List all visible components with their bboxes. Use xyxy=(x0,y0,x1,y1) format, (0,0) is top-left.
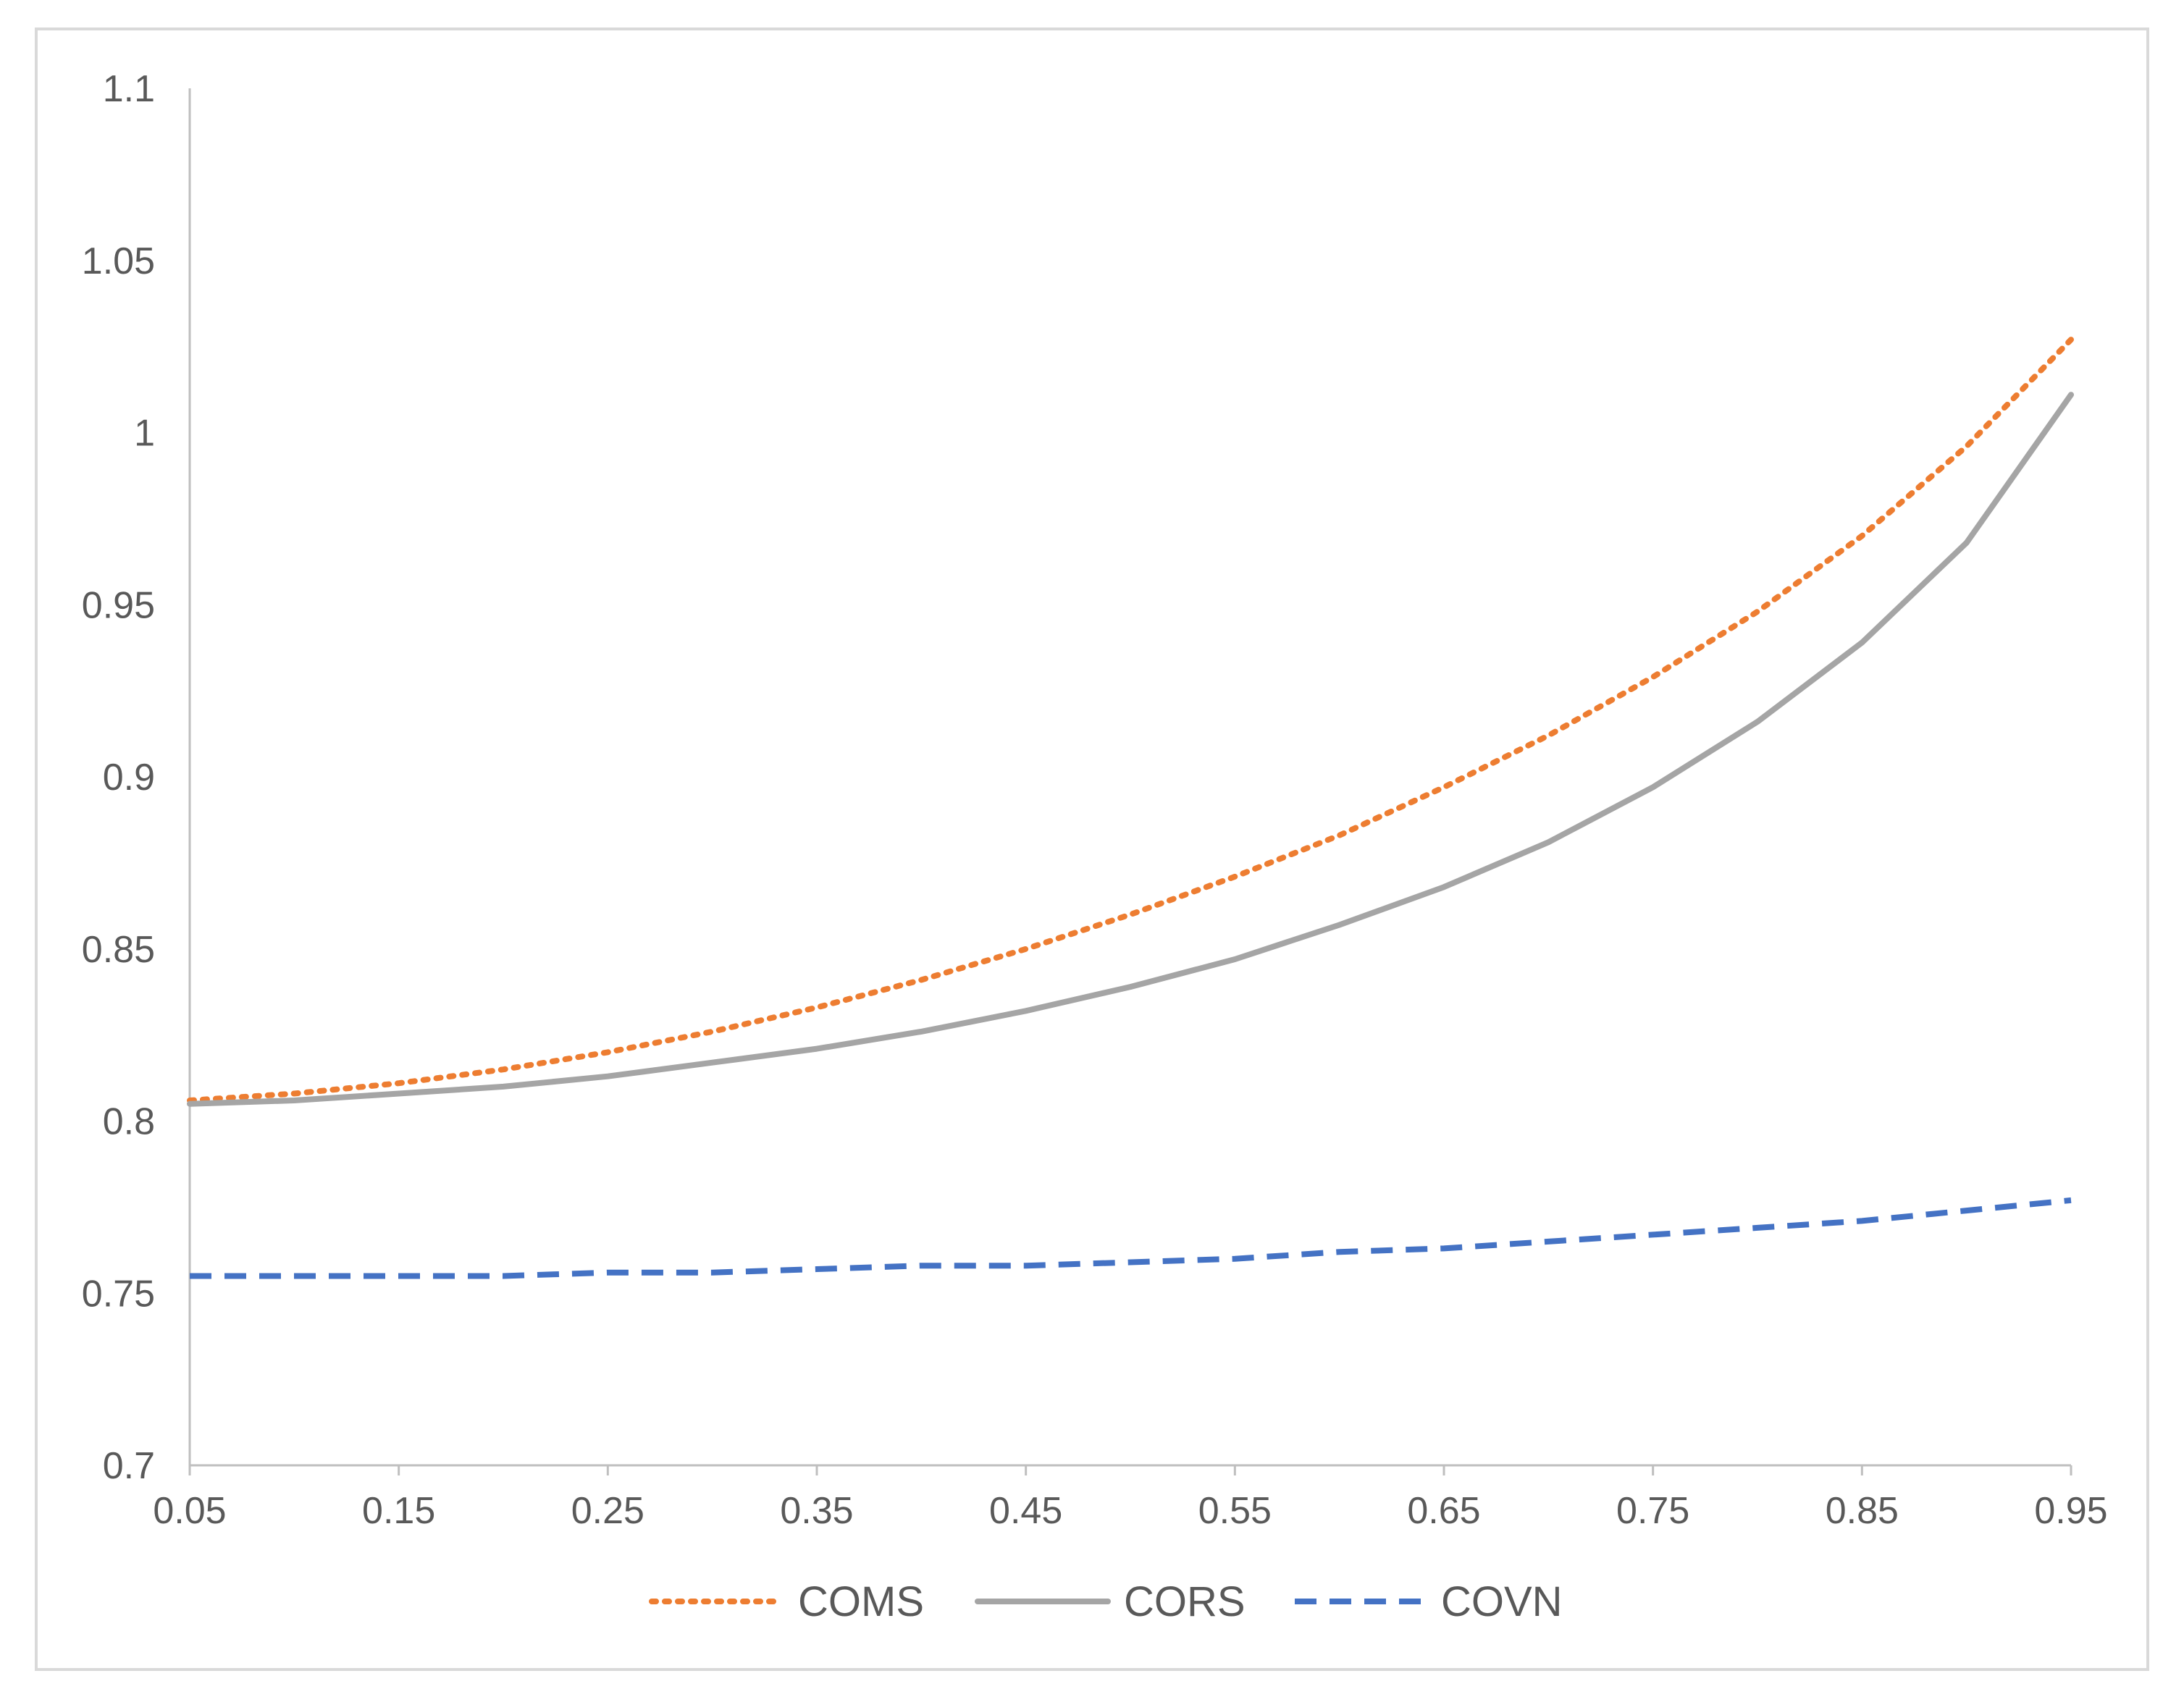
legend-label-covn: COVN xyxy=(1441,1578,1563,1625)
x-tick-label: 0.45 xyxy=(989,1490,1062,1532)
x-tick-label: 0.85 xyxy=(1826,1490,1899,1532)
x-tick-label: 0.65 xyxy=(1407,1490,1480,1532)
axes xyxy=(188,88,2071,1467)
y-tick-label: 0.75 xyxy=(82,1273,155,1315)
chart-area: 0.7 0.75 0.8 0.85 0.9 0.95 1 1.05 1.1 0.05 0.15 0.… xyxy=(35,28,2149,1671)
series-lines xyxy=(187,337,2074,1279)
y-tick-label: 1 xyxy=(134,413,155,455)
legend-label-cors: CORS xyxy=(1124,1578,1246,1625)
series-line-coms xyxy=(187,337,2074,1103)
x-tick-label: 0.75 xyxy=(1616,1490,1689,1532)
x-tick-label: 0.95 xyxy=(2034,1490,2107,1532)
y-tick-label: 0.95 xyxy=(82,584,155,626)
x-tick-label: 0.35 xyxy=(780,1490,853,1532)
y-tick-label: 0.85 xyxy=(82,929,155,971)
legend: COMS CORS COVN xyxy=(649,1578,1563,1625)
y-tick-label: 1.05 xyxy=(82,240,155,282)
y-axis-tick-labels: 0.7 0.75 0.8 0.85 0.9 0.95 1 1.05 1.1 xyxy=(82,68,155,1487)
x-axis-tick-labels: 0.05 0.15 0.25 0.35 0.45 0.55 0.65 0.75 0.85 0.95 xyxy=(153,1465,2108,1532)
legend-label-coms: COMS xyxy=(798,1578,924,1625)
y-tick-label: 0.8 xyxy=(103,1101,155,1143)
series-line-cors xyxy=(187,392,2074,1107)
x-tick-label: 0.15 xyxy=(362,1490,435,1532)
y-tick-label: 0.9 xyxy=(103,757,155,799)
x-tick-label: 0.25 xyxy=(571,1490,644,1532)
x-tick-label: 0.55 xyxy=(1198,1490,1272,1532)
x-tick-label: 0.05 xyxy=(153,1490,226,1532)
y-tick-label: 1.1 xyxy=(103,68,155,110)
y-tick-label: 0.7 xyxy=(103,1445,155,1487)
series-line-covn xyxy=(190,1197,2072,1279)
